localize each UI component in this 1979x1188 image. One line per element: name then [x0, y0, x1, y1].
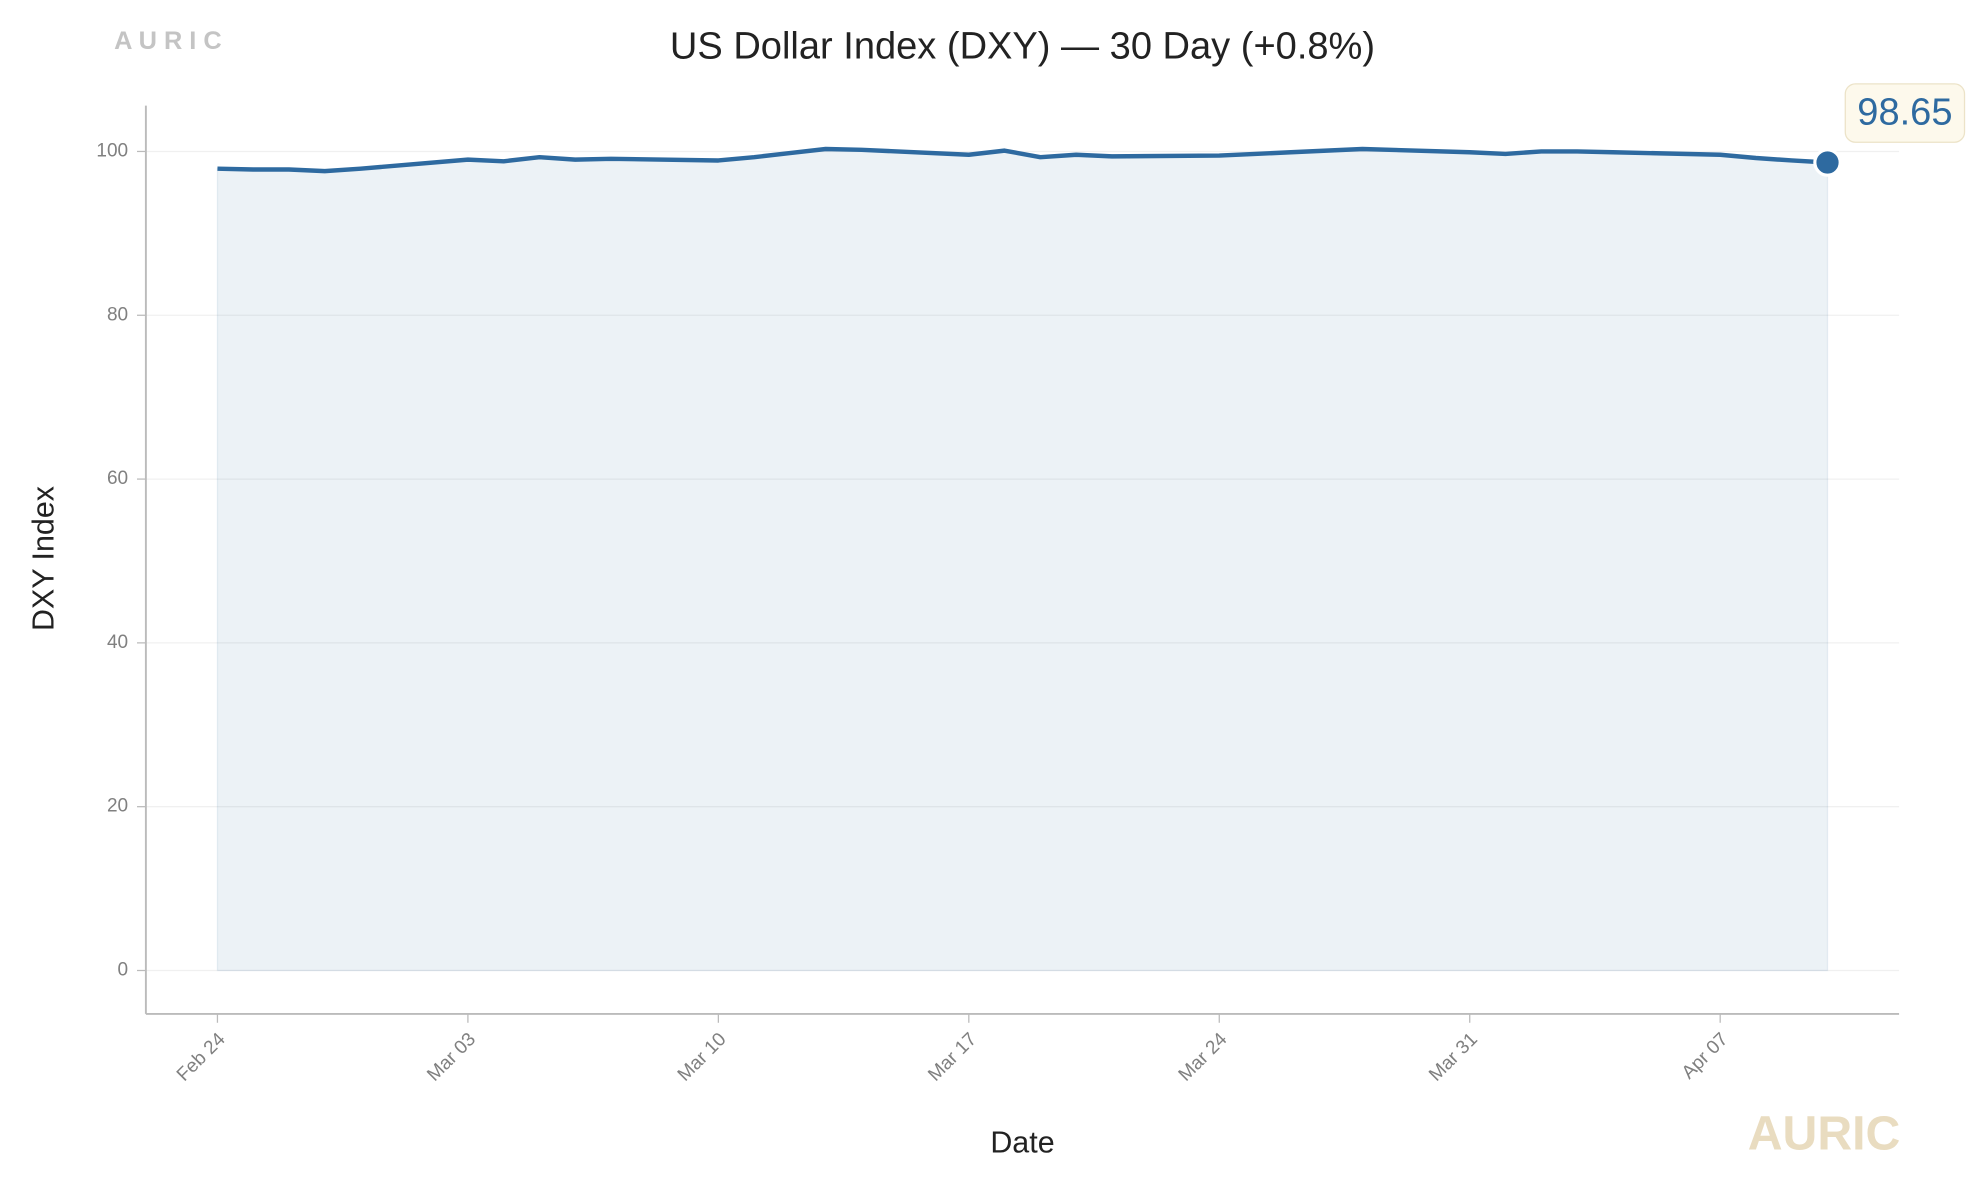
x-tick-label: Feb 24: [173, 1029, 230, 1086]
area: [216, 148, 1829, 972]
y-tick-label: 0: [118, 960, 129, 981]
chart-title: US Dollar Index (DXY) — 30 Day (+0.8%): [670, 26, 1375, 68]
y-tick-label: 20: [107, 796, 128, 817]
x-tick-label: Mar 03: [423, 1029, 480, 1086]
last-point: [1813, 148, 1842, 177]
y-tick-label: 40: [107, 632, 128, 653]
x-tick-label: Mar 17: [924, 1029, 981, 1086]
x-axis-label: Date: [990, 1126, 1054, 1160]
annotation-box: [1844, 83, 1966, 143]
y-tick-label: 80: [107, 304, 128, 325]
watermark: AURIC: [1748, 1107, 1901, 1161]
x-tick-label: Apr 07: [1678, 1029, 1732, 1083]
y-tick-label: 100: [96, 140, 128, 161]
y-axis-label: DXY Index: [27, 486, 61, 631]
x-tick-label: Mar 31: [1425, 1029, 1482, 1086]
watermark: A U R I C: [114, 27, 222, 55]
line: [217, 146, 1828, 174]
y-tick-label: 60: [107, 468, 128, 489]
x-tick-label: Mar 10: [674, 1029, 731, 1086]
annotation-label: 98.65: [1857, 91, 1952, 133]
x-tick-label: Mar 24: [1175, 1029, 1232, 1086]
